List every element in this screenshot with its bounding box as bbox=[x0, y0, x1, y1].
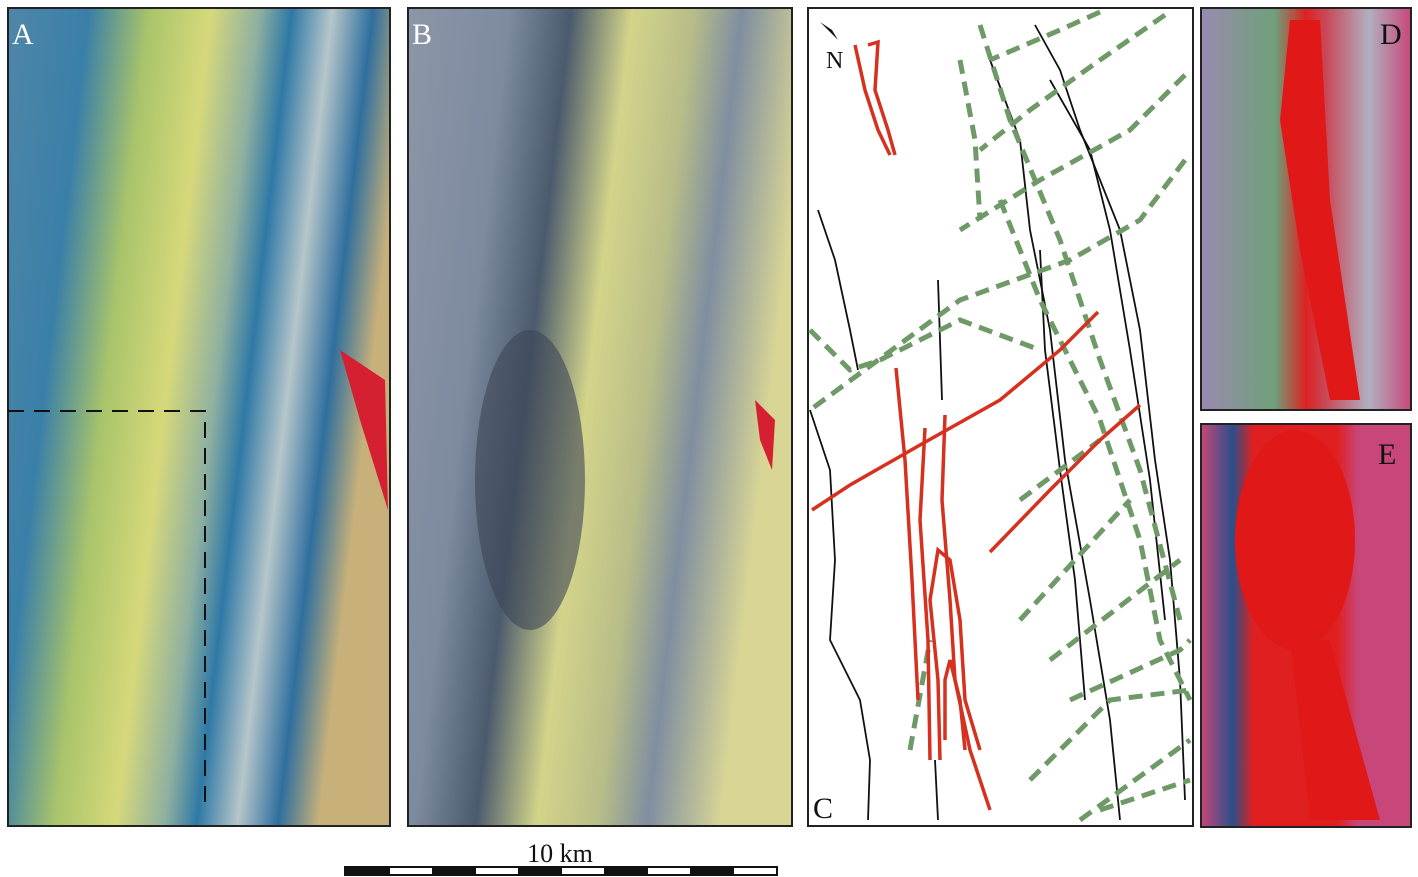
panel-label: B bbox=[412, 18, 432, 51]
panel-a-image bbox=[8, 8, 390, 826]
north-label: N bbox=[826, 48, 843, 74]
panel-label: D bbox=[1380, 18, 1402, 51]
panel-b-image bbox=[408, 8, 792, 826]
panel-label: A bbox=[12, 18, 34, 51]
dark-patch bbox=[475, 330, 585, 630]
panel-label: C bbox=[813, 792, 833, 825]
scale-label: 10 km bbox=[527, 839, 593, 868]
panel-label: E bbox=[1378, 438, 1396, 471]
red-zone bbox=[1235, 430, 1355, 650]
figure: A B bbox=[0, 0, 1418, 877]
